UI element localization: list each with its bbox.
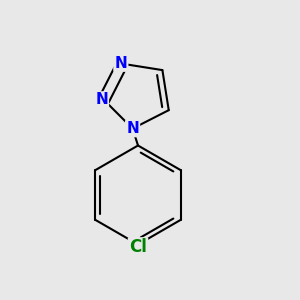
Text: N: N [126, 121, 139, 136]
Text: Cl: Cl [129, 238, 147, 256]
Text: N: N [115, 56, 127, 71]
Text: N: N [95, 92, 108, 107]
